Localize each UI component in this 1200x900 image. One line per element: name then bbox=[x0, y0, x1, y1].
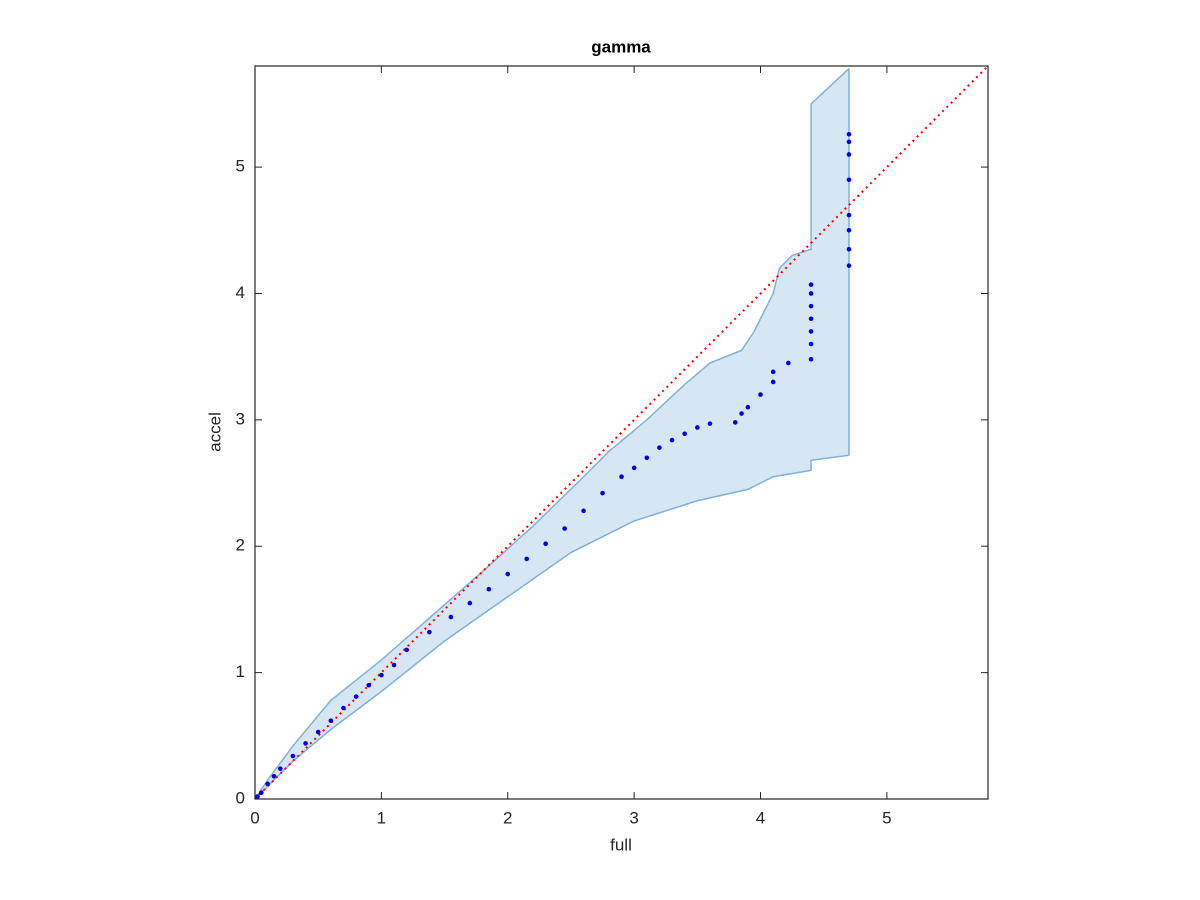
point bbox=[846, 152, 852, 157]
point bbox=[562, 526, 567, 531]
point bbox=[808, 303, 814, 309]
y-axis-label: accel bbox=[205, 412, 224, 452]
point bbox=[277, 766, 283, 771]
point bbox=[846, 177, 852, 183]
point bbox=[669, 437, 675, 443]
point bbox=[846, 212, 852, 218]
point bbox=[808, 291, 814, 296]
band-upper-line bbox=[254, 67, 850, 800]
point bbox=[808, 356, 814, 362]
point bbox=[486, 586, 492, 592]
point bbox=[259, 790, 264, 795]
y-tick-label: 4 bbox=[236, 283, 245, 302]
point bbox=[657, 445, 662, 450]
y-tick-label: 2 bbox=[236, 536, 245, 555]
point bbox=[682, 431, 687, 437]
point bbox=[631, 465, 637, 471]
band-area bbox=[255, 68, 849, 799]
x-tick-label: 1 bbox=[377, 808, 386, 827]
point bbox=[290, 753, 296, 759]
point bbox=[315, 729, 321, 735]
x-tick-label: 5 bbox=[882, 808, 891, 827]
point bbox=[404, 647, 409, 653]
point bbox=[391, 662, 397, 668]
point bbox=[770, 369, 776, 375]
point bbox=[846, 131, 852, 137]
point bbox=[846, 227, 852, 233]
chart-title: gamma bbox=[591, 37, 651, 56]
y-tick-label: 0 bbox=[236, 788, 245, 807]
point bbox=[846, 263, 852, 268]
x-tick-label: 3 bbox=[629, 808, 638, 827]
point bbox=[524, 556, 530, 562]
point bbox=[467, 600, 473, 606]
point bbox=[707, 421, 713, 426]
axes-box bbox=[254, 65, 989, 800]
point bbox=[786, 360, 791, 366]
point bbox=[808, 316, 814, 322]
x-axis-label: full bbox=[610, 835, 632, 854]
x-tick-label: 0 bbox=[250, 808, 259, 827]
point bbox=[353, 694, 359, 699]
point bbox=[427, 629, 432, 635]
point bbox=[265, 781, 270, 787]
point bbox=[581, 508, 586, 514]
y-tick-label: 5 bbox=[236, 157, 245, 176]
point bbox=[808, 329, 814, 334]
point bbox=[619, 474, 624, 480]
point bbox=[732, 420, 738, 425]
point bbox=[448, 614, 454, 620]
point bbox=[366, 682, 372, 688]
point bbox=[758, 392, 763, 397]
point bbox=[341, 705, 346, 711]
point bbox=[695, 425, 700, 430]
x-tick-label: 4 bbox=[756, 808, 765, 827]
point bbox=[328, 718, 334, 723]
point bbox=[379, 672, 384, 678]
point bbox=[739, 411, 744, 416]
point bbox=[808, 341, 814, 347]
y-tick-label: 3 bbox=[236, 409, 245, 428]
point bbox=[846, 139, 852, 145]
point bbox=[770, 379, 776, 385]
point bbox=[846, 246, 852, 252]
point bbox=[600, 490, 605, 496]
point bbox=[745, 404, 751, 410]
point bbox=[644, 455, 650, 461]
band-lower-line bbox=[254, 454, 850, 800]
point bbox=[543, 541, 548, 547]
x-tick-label: 2 bbox=[503, 808, 512, 827]
point bbox=[303, 741, 308, 746]
y-tick-label: 1 bbox=[236, 662, 245, 681]
point bbox=[808, 282, 814, 287]
point bbox=[505, 571, 511, 577]
point bbox=[271, 773, 277, 779]
point bbox=[255, 794, 260, 799]
